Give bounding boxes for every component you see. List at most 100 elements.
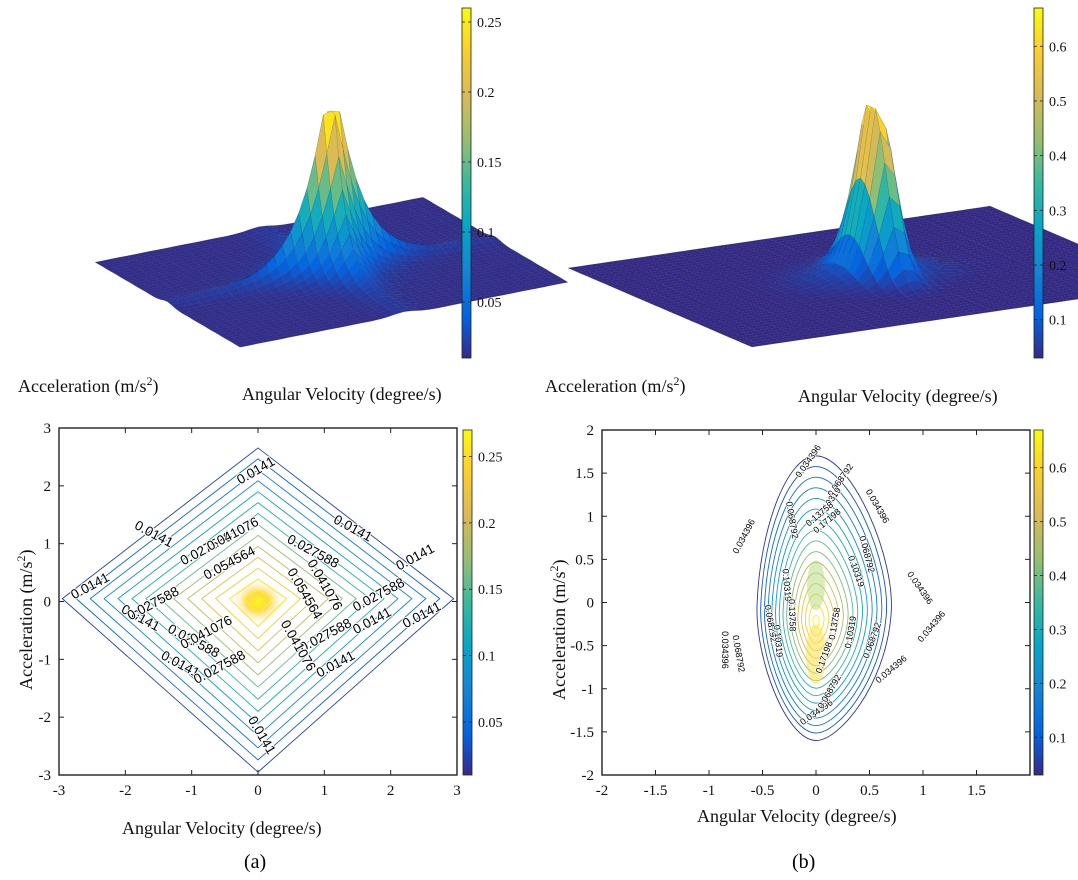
surface-b-facet — [1070, 245, 1078, 250]
surface-b-facet — [803, 256, 820, 261]
surface-a-facet — [414, 197, 428, 202]
contour-b-y-tick-label: 1 — [587, 509, 595, 525]
caption-b: (b) — [792, 851, 815, 873]
contour-b-x-tick-label: -0.5 — [751, 783, 775, 799]
surface-b-facet — [1067, 280, 1078, 285]
contour-b-x-tick-label: -1.5 — [644, 783, 668, 799]
surface-a-facet — [161, 286, 175, 291]
surface-a-facet — [209, 286, 222, 289]
surface-a-facet — [436, 252, 450, 259]
surface-a-facet — [421, 201, 435, 206]
contour-b-level-label: 0.068792 — [861, 621, 883, 660]
contour-b-level-label: 0.034396 — [864, 487, 891, 525]
surface-a-facet — [405, 204, 418, 209]
surface-a-facet — [480, 234, 492, 237]
contour-a-level — [229, 578, 287, 627]
contour-a-level — [61, 447, 455, 773]
contour-b-peak — [807, 560, 825, 611]
surface-a-facet — [492, 255, 505, 260]
contour-b-level-label: 0.034396 — [720, 631, 730, 669]
surface-a-facet — [446, 216, 460, 221]
surface-b-facet — [877, 269, 893, 289]
surface-a-facet — [486, 236, 500, 242]
surface-a-facet — [132, 269, 146, 274]
colorbar-a-top-tick-label: 0.25 — [477, 16, 502, 31]
colorbar-b-top-tick-label: 0.2 — [1049, 259, 1067, 274]
surface-b-facet — [1073, 296, 1078, 299]
surface-b-facet — [1068, 275, 1078, 279]
contour-b-level — [764, 476, 883, 727]
surface-plot-a: Acceleration (m/s2) Angular Velocity (de… — [18, 7, 569, 405]
contour-b-level-label: 0.034396 — [793, 443, 823, 479]
contour-b-y-tick-label: 0.5 — [575, 552, 594, 568]
surface-a-facet — [515, 256, 529, 261]
contour-b-level-label: 0.10319 — [843, 615, 858, 649]
contour-a-level — [215, 567, 301, 639]
contour-b-peak — [806, 624, 826, 685]
contour-a-level — [145, 513, 371, 700]
surface-a-facet — [351, 286, 364, 296]
colorbar-b-top: 0.1 0.2 0.3 0.4 0.5 0.6 — [1033, 7, 1067, 359]
surface-b-facet — [1061, 283, 1078, 288]
colorbar-b-bottom-tick-label: 0.6 — [1049, 462, 1067, 477]
surface-a-facet — [448, 230, 462, 235]
contour-plot-a: -3 -2 -1 0 1 2 3 -3 -2 -1 0 1 2 3 0.0141 0.0141 0.0141 0.… — [14, 421, 503, 839]
contour-a-level — [89, 469, 427, 749]
contour-b-y-tick-label: -1 — [582, 682, 595, 698]
surface-b-facet — [1069, 251, 1078, 255]
contour-a-y-tick-label: 3 — [44, 421, 52, 437]
contour-b-y-tick-label: 1.5 — [575, 466, 594, 482]
colorbar-a-bottom: 0.05 0.1 0.15 0.2 0.25 — [462, 429, 503, 776]
contour-b-x-tick-label: 1.5 — [967, 783, 986, 799]
surface-b-facet — [951, 236, 968, 241]
surface-b-facet — [1066, 285, 1078, 290]
contour-b-y-tick-label: 0 — [587, 596, 595, 612]
contour-a-peak — [230, 577, 286, 626]
contour-b-level-label: 0.034396 — [731, 517, 757, 555]
surface-b-facet — [1068, 256, 1078, 261]
contour-b-x-tick-label: 0.5 — [860, 783, 879, 799]
contour-a-level-label: 0.0141 — [132, 518, 176, 551]
colorbar-a-top-tick-label: 0.15 — [477, 156, 502, 171]
colorbar-b-bottom-tick-label: 0.5 — [1049, 516, 1067, 531]
surface-b-facet — [1066, 243, 1078, 248]
surface-b-facet — [863, 216, 879, 266]
contour-a-y-tick-label: -2 — [39, 710, 52, 726]
contour-a-y-tick-label: 1 — [44, 537, 52, 553]
contour-b-y-tick-label: -0.5 — [570, 639, 594, 655]
contour-a-x-tick-label: 0 — [254, 783, 262, 799]
contour-b-x-tick-label: -2 — [596, 783, 609, 799]
surface-a-facet — [552, 277, 565, 282]
surface-b-facet — [1043, 275, 1060, 280]
surface-b-facet — [927, 311, 944, 316]
surface-a-xlabel: Angular Velocity (degree/s) — [242, 384, 442, 405]
surface-a-facet — [535, 281, 549, 286]
surface-b-facet — [904, 301, 921, 306]
contour-b-level — [760, 466, 888, 734]
contour-a-level — [117, 491, 399, 724]
surface-b-facet — [1072, 283, 1078, 287]
surface-a-facet — [301, 304, 315, 309]
colorbar-a-bottom-tick-label: 0.15 — [478, 583, 503, 598]
colorbar-b-top-tick-label: 0.5 — [1049, 95, 1067, 110]
colorbar-a-bottom-tick-label: 0.05 — [478, 716, 503, 731]
contour-a-level — [242, 589, 274, 615]
contour-a-x-tick-label: 3 — [453, 783, 461, 799]
contour-a-x-tick-label: 2 — [387, 783, 395, 799]
surface-b-facet — [1071, 264, 1078, 268]
surface-a-facet — [472, 231, 486, 235]
colorbar-b-bottom: 0.1 0.2 0.3 0.4 0.5 0.6 — [1033, 429, 1067, 776]
caption-a: (a) — [244, 851, 266, 873]
contour-b-level-label: 0.034396 — [905, 570, 935, 606]
contour-a-level — [103, 480, 413, 737]
contour-a-level — [75, 458, 441, 761]
surface-a-facet — [523, 260, 536, 265]
contour-a-level — [131, 502, 385, 712]
contour-b-y-tick-label: -1.5 — [570, 725, 594, 741]
contour-a-level-label: 0.0141 — [245, 714, 279, 757]
contour-b-x-tick-label: -1 — [703, 783, 716, 799]
surface-b-facet — [1070, 288, 1078, 292]
contour-b-y-tick-label: -2 — [582, 768, 595, 784]
surface-a-facet — [490, 239, 504, 245]
surface-b-facet — [1056, 281, 1074, 286]
